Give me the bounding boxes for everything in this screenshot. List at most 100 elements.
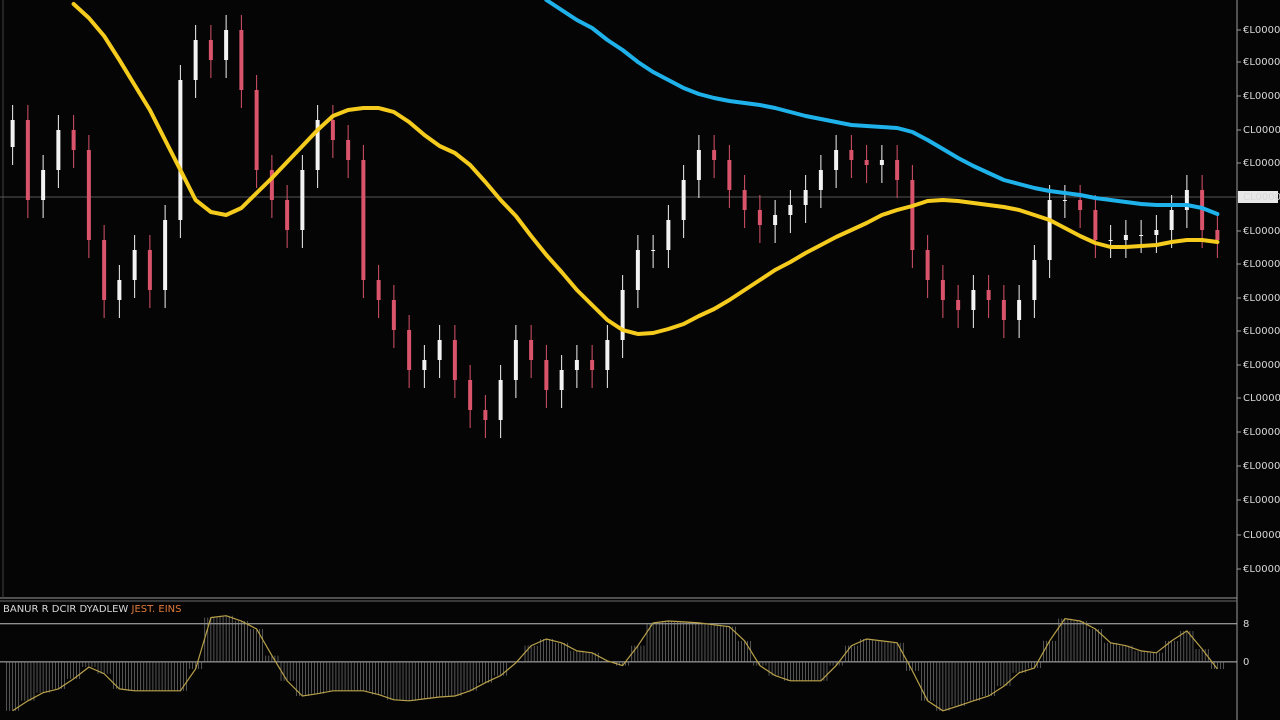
candle-body <box>879 160 884 165</box>
candle-body <box>254 90 259 170</box>
candle-body <box>132 250 137 280</box>
candle-body <box>818 170 823 190</box>
candle-body <box>895 160 900 180</box>
indicator-tick-label: 8 <box>1243 619 1249 630</box>
candle-body <box>147 250 152 290</box>
candle-body <box>71 130 76 150</box>
candle-body <box>330 120 335 140</box>
candle-body <box>971 290 976 310</box>
candle-body <box>986 290 991 300</box>
candle-body <box>1032 260 1037 300</box>
indicator-line <box>12 615 1218 712</box>
candle-body <box>102 240 107 300</box>
candle-body <box>940 280 945 300</box>
candle-body <box>300 170 305 230</box>
y-tick-label: €L0000 <box>1243 427 1280 438</box>
candle-body <box>559 370 564 390</box>
y-tick-label: €L0000 <box>1243 293 1280 304</box>
candle-body <box>56 130 61 170</box>
candle-body <box>605 340 610 370</box>
candle-body <box>1017 300 1022 320</box>
candle-body <box>864 160 869 165</box>
candle-body <box>285 200 290 230</box>
candle-body <box>635 250 640 290</box>
y-tick-label: €L0000 <box>1243 25 1280 36</box>
candle-body <box>1001 300 1006 320</box>
candle-body <box>773 215 778 225</box>
candle-body <box>1139 235 1144 236</box>
candle-body <box>315 120 320 170</box>
candle-body <box>468 380 473 410</box>
candle-body <box>86 150 91 240</box>
candle-body <box>224 30 229 60</box>
y-tick-label: CL0000 <box>1243 393 1280 404</box>
candle-body <box>529 340 534 360</box>
candle-body <box>803 190 808 205</box>
y-tick-label: €L0000 <box>1243 495 1280 506</box>
candle-body <box>727 160 732 190</box>
indicator-params: JEST. EINS <box>131 604 182 615</box>
candle-body <box>1169 210 1174 230</box>
candle-body <box>269 170 274 200</box>
y-tick-label: €L0000 <box>1243 259 1280 270</box>
candle-body <box>208 40 213 60</box>
candle-body <box>1184 190 1189 210</box>
candle-body <box>407 330 412 370</box>
y-tick-label: €L0000 <box>1243 461 1280 472</box>
candle-body <box>1062 200 1067 201</box>
candle-body <box>239 30 244 90</box>
candle-body <box>696 150 701 180</box>
candle-body <box>1215 230 1220 240</box>
candle-body <box>574 360 579 370</box>
candle-body <box>925 250 930 280</box>
candle-body <box>712 150 717 160</box>
candle-body <box>681 180 686 220</box>
candle-body <box>376 280 381 300</box>
candle-body <box>544 360 549 390</box>
candle-body <box>834 150 839 170</box>
candle-body <box>452 340 457 380</box>
candle-body <box>1123 235 1128 240</box>
candle-body <box>361 160 366 280</box>
candle-body <box>193 40 198 80</box>
candle-body <box>910 180 915 250</box>
candle-body <box>1154 230 1159 235</box>
candle-body <box>10 120 15 147</box>
candle-body <box>498 380 503 420</box>
y-tick-label: €L0000 <box>1243 564 1280 575</box>
candle-body <box>620 290 625 340</box>
moving-average-line <box>544 0 1220 216</box>
indicator-tick-label: 0 <box>1243 657 1249 668</box>
candle-body <box>391 300 396 330</box>
candle-body <box>25 120 30 200</box>
current-price-label: CL0000 <box>1243 192 1280 203</box>
candle-body <box>163 220 168 290</box>
candle-body <box>117 280 122 300</box>
candle-body <box>1093 210 1098 240</box>
candle-body <box>651 250 656 251</box>
candle-body <box>849 150 854 160</box>
candle-body <box>346 140 351 160</box>
y-tick-label: €L0000 <box>1243 57 1280 68</box>
candle-body <box>788 205 793 215</box>
y-tick-label: €L0000 <box>1243 226 1280 237</box>
candle-body <box>1108 240 1113 241</box>
candle-body <box>590 360 595 370</box>
candle-body <box>757 210 762 225</box>
candle-body <box>1078 200 1083 210</box>
candle-body <box>956 300 961 310</box>
candle-body <box>437 340 442 360</box>
candle-body <box>1047 200 1052 260</box>
current-price-box <box>1238 191 1278 203</box>
candle-body <box>742 190 747 210</box>
y-tick-label: €L0000 <box>1243 158 1280 169</box>
candle-body <box>513 340 518 380</box>
moving-average-line <box>71 2 1220 336</box>
indicator-title: BANUR R DCIR DYADLEW JEST. EINS <box>3 604 182 615</box>
candle-body <box>666 220 671 250</box>
y-tick-label: €L0000 <box>1243 326 1280 337</box>
y-tick-label: CL0000 <box>1243 530 1280 541</box>
y-tick-label: €L0000 <box>1243 91 1280 102</box>
